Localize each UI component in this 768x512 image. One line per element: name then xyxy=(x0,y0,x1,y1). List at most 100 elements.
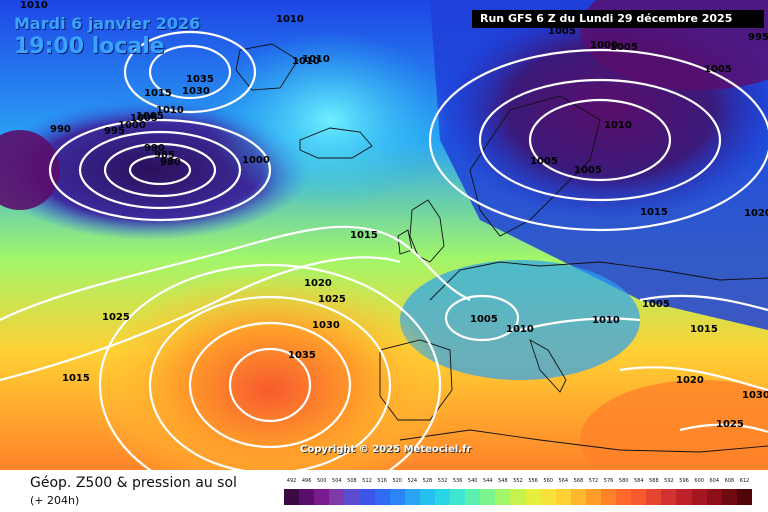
model-run-info: Run GFS 6 Z du Lundi 29 décembre 2025 xyxy=(472,10,764,28)
scale-value: 504 xyxy=(332,478,342,484)
pressure-label: 1010 xyxy=(302,54,330,65)
scale-value: 580 xyxy=(618,478,629,484)
pressure-label: 1020 xyxy=(744,208,768,219)
scale-swatch xyxy=(600,489,617,505)
z500-cyan-ridge xyxy=(210,30,450,210)
scale-swatch xyxy=(510,489,526,505)
pressure-label: 1005 xyxy=(704,64,732,75)
isobar-ring xyxy=(228,347,312,423)
scale-swatch xyxy=(419,489,435,505)
scale-swatch xyxy=(691,489,707,505)
scale-bar xyxy=(284,489,752,505)
pressure-label: 1010 xyxy=(20,0,48,11)
scale-value: 528 xyxy=(422,478,433,484)
coastline-italy xyxy=(529,339,567,393)
legend-title: Géop. Z500 & pression au sol xyxy=(30,475,237,491)
weather-map: 1010 1010 1010 1005 1005 1000 995 1005 1… xyxy=(0,0,768,470)
pressure-label: 1000 xyxy=(590,40,618,51)
pressure-label: 1020 xyxy=(676,375,704,386)
pressure-label: 1005 xyxy=(136,111,164,122)
scale-value: 556 xyxy=(528,478,538,484)
scale-swatch xyxy=(465,489,481,505)
scale-swatch xyxy=(344,489,360,505)
pressure-label: 1015 xyxy=(690,324,718,335)
scale-value: 520 xyxy=(392,478,402,484)
isobars xyxy=(0,30,768,470)
scale-value: 564 xyxy=(558,478,569,484)
scale-swatch xyxy=(540,489,556,505)
isobar-line xyxy=(0,256,401,382)
pressure-label: 990 xyxy=(50,124,71,135)
isobar-ring xyxy=(128,154,192,186)
forecast-date: Mardi 6 janvier 2026 xyxy=(14,14,201,33)
pressure-label: 1005 xyxy=(642,299,670,310)
pressure-label: 1005 xyxy=(610,42,638,53)
pressure-label: 1015 xyxy=(640,207,668,218)
isobar-ring xyxy=(98,263,442,470)
scale-swatch xyxy=(570,489,586,505)
pressure-label: 1005 xyxy=(130,113,158,124)
scale-value: 604 xyxy=(709,478,720,484)
isobar-ring xyxy=(528,98,672,182)
isobar-line xyxy=(0,225,471,321)
pressure-label: 1005 xyxy=(530,156,558,167)
z500-purple-left xyxy=(0,130,60,210)
pressure-label: 1005 xyxy=(470,314,498,325)
pressure-label: 1025 xyxy=(318,294,346,305)
scale-swatch xyxy=(585,489,601,505)
pressure-label: 1030 xyxy=(182,86,210,97)
copyright-notice: Copyright © 2025 Meteociel.fr xyxy=(300,444,472,455)
coastline-iberia xyxy=(379,339,453,421)
pressure-label: 1005 xyxy=(548,26,576,37)
pressure-label: 1010 xyxy=(604,120,632,131)
pressure-label: 1010 xyxy=(592,315,620,326)
scale-swatch xyxy=(736,489,752,505)
isobar-ring xyxy=(78,130,242,210)
isobar-line xyxy=(519,317,641,332)
pressure-label: 1010 xyxy=(292,56,320,67)
scale-value: 612 xyxy=(739,478,750,484)
scale-value: 524 xyxy=(407,478,418,484)
scale-value: 512 xyxy=(362,478,372,484)
pressure-label: 980 xyxy=(160,157,181,168)
coastline-continental-europe xyxy=(429,261,768,301)
scale-swatch xyxy=(450,489,466,505)
scale-labels: 492 496 500 504 508 512 516 520 524 528 532 536 540 5… xyxy=(284,478,752,488)
scale-value: 592 xyxy=(664,478,674,484)
scale-value: 536 xyxy=(452,478,463,484)
scale-value: 516 xyxy=(377,478,387,484)
isobar-ring xyxy=(478,78,722,202)
pressure-label: 1035 xyxy=(186,74,214,85)
scale-swatch xyxy=(389,489,405,505)
z500-color-scale: 492 496 500 504 508 512 516 520 524 528 532 536 540 5… xyxy=(284,478,752,508)
scale-swatch xyxy=(631,489,647,505)
coastline-scandinavia xyxy=(469,95,601,237)
scale-swatch xyxy=(721,489,737,505)
scale-value: 548 xyxy=(498,478,508,484)
pressure-label: 1000 xyxy=(118,120,146,131)
coastline-iceland xyxy=(299,127,373,159)
scale-swatch xyxy=(555,489,571,505)
scale-value: 596 xyxy=(679,478,689,484)
pressure-label: 1010 xyxy=(276,14,304,25)
coastline-north-africa xyxy=(399,429,768,453)
scale-value: 568 xyxy=(573,478,584,484)
isobar-ring xyxy=(148,44,232,100)
z500-cyan-central-europe xyxy=(400,260,640,380)
forecast-time: 19:00 locale xyxy=(14,34,165,59)
forecast-lead-time: (+ 204h) xyxy=(30,494,80,507)
scale-swatch xyxy=(616,489,632,505)
pressure-label: 1025 xyxy=(102,312,130,323)
scale-swatch xyxy=(329,489,345,505)
pressure-label: 990 xyxy=(144,143,165,154)
scale-swatch xyxy=(374,489,390,505)
pressure-label: 1015 xyxy=(144,88,172,99)
scale-value: 584 xyxy=(633,478,644,484)
scale-value: 496 xyxy=(301,478,312,484)
scale-swatch xyxy=(434,489,451,505)
pressure-label: 1015 xyxy=(62,373,90,384)
pressure-label: 1005 xyxy=(574,165,602,176)
scale-swatch xyxy=(404,489,420,505)
scale-swatch xyxy=(661,489,677,505)
